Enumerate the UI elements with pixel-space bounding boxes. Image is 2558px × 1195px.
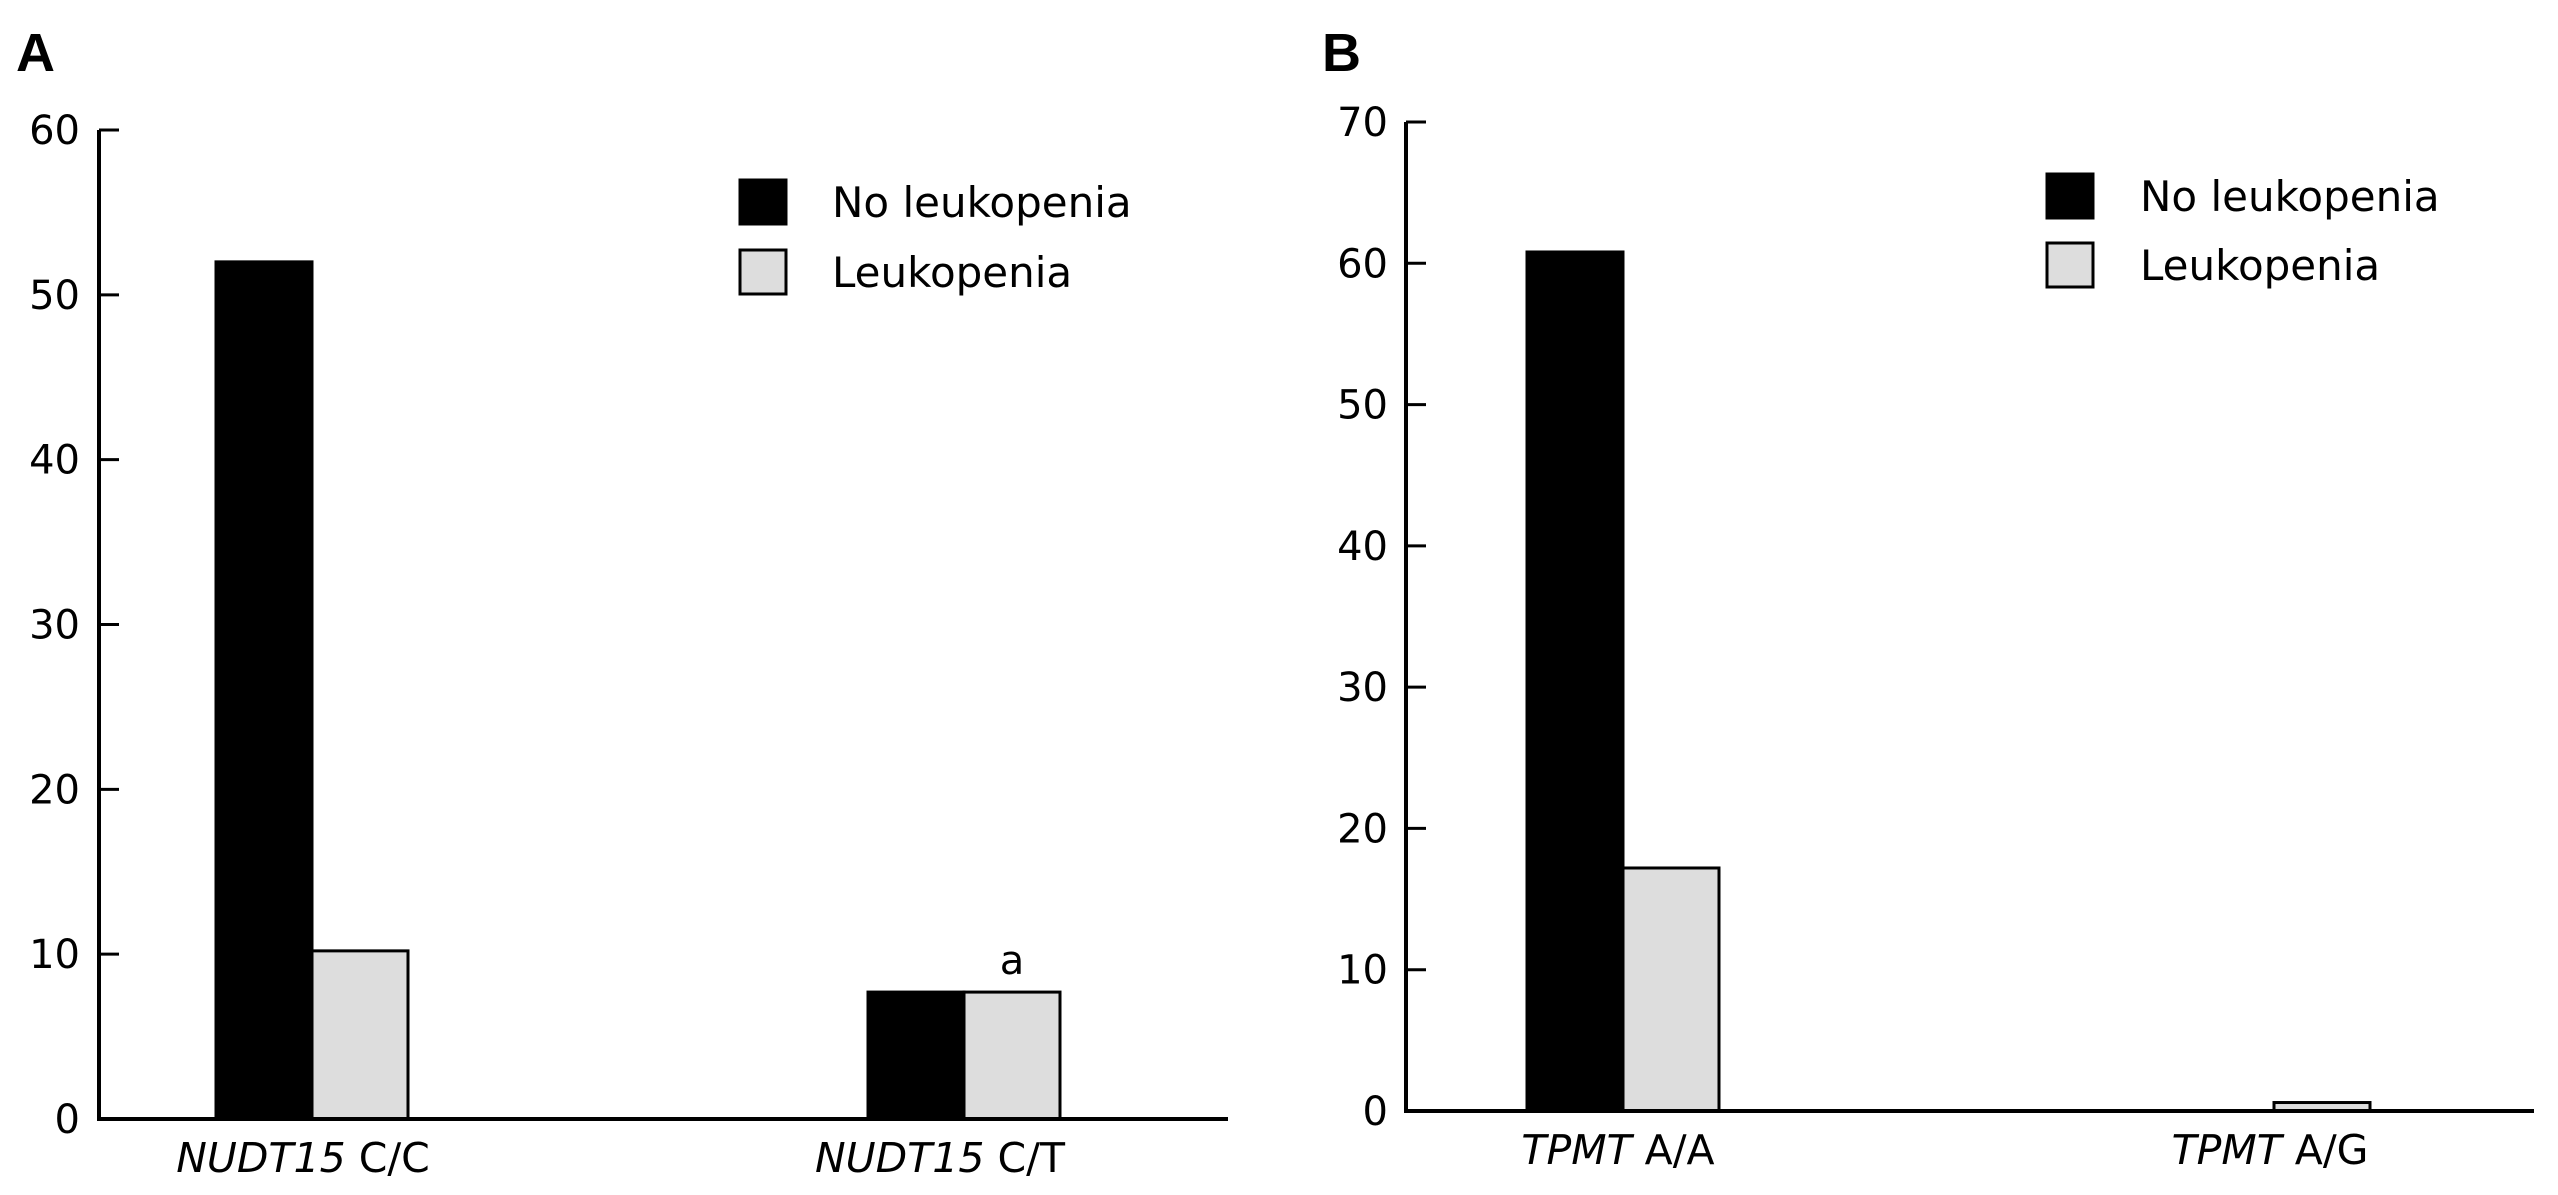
panel-b-ytick-label-70: 70	[1337, 100, 1388, 146]
panel-b-legend: No leukopenia Leukopenia	[2045, 172, 2440, 290]
panel-b-y-tick-labels: 0 10 20 30 40 50 60 70	[1337, 100, 1388, 1135]
panel-b-xtick-genotype-aa: A/A	[1632, 1126, 1715, 1174]
panel-b-x-tick-labels: TPMT A/A TPMT A/G	[1521, 1126, 2368, 1174]
panel-b-y-axis: 0 10 20 30 40 50 60 70	[1337, 100, 1426, 1135]
panel-b-ytick-label-50: 50	[1337, 383, 1388, 429]
panel-a-ytick-label-20: 20	[29, 767, 80, 813]
panel-a-legend-swatch-leukopenia	[738, 248, 788, 296]
panel-a-xtick-genotype-ct: C/T	[984, 1134, 1065, 1182]
panel-a-significance-annotation: a	[1000, 938, 1025, 984]
panel-a-legend: No leukopenia Leukopenia	[738, 178, 1132, 297]
panel-a-bar-cc-no-leukopenia	[214, 260, 314, 1121]
panel-b-bar-aa-no-leukopenia	[1525, 250, 1625, 1113]
panel-b-bars	[1525, 250, 2372, 1113]
panel-a-y-ticks	[99, 128, 119, 1121]
panel-a-y-tick-labels: 0 10 20 30 40 50 60	[29, 108, 80, 1143]
panel-b-ytick-label-40: 40	[1337, 524, 1388, 570]
panel-a-bar-ct-leukopenia	[962, 990, 1062, 1121]
panel-a-ytick-label-10: 10	[29, 932, 80, 978]
panel-b: B 0 10 20 30 40 50 60 70	[1322, 23, 2534, 1174]
panel-a-ytick-label-60: 60	[29, 108, 80, 154]
panel-a-legend-label-leukopenia: Leukopenia	[832, 248, 1072, 297]
panel-a-bar-cc-leukopenia	[310, 949, 410, 1121]
panel-a-bar-ct-no-leukopenia	[866, 990, 966, 1121]
panel-a-x-tick-labels: NUDT15 C/C NUDT15 C/T	[176, 1134, 1066, 1182]
panel-a-legend-swatch-no-leukopenia	[738, 178, 788, 226]
panel-b-bar-aa-leukopenia	[1621, 866, 1721, 1113]
panel-b-legend-swatch-no-leukopenia	[2045, 172, 2095, 220]
panel-a-xtick-genotype-cc: C/C	[346, 1134, 430, 1182]
panel-a-label: A	[16, 23, 55, 83]
panel-b-xtick-gene-aa: TPMT	[1521, 1126, 1634, 1174]
panel-b-ytick-label-10: 10	[1337, 948, 1388, 994]
panel-b-label: B	[1322, 23, 1361, 83]
panel-a-bars	[214, 260, 1062, 1121]
panel-b-ytick-label-60: 60	[1337, 241, 1388, 287]
panel-b-ytick-label-30: 30	[1337, 665, 1388, 711]
panel-a: A 0 10 20 30 40 50 60	[16, 23, 1228, 1182]
panel-b-legend-label-no-leukopenia: No leukopenia	[2140, 172, 2440, 221]
panel-b-legend-label-leukopenia: Leukopenia	[2140, 241, 2380, 290]
panel-a-legend-label-no-leukopenia: No leukopenia	[832, 178, 1132, 227]
panel-b-xtick-label-aa: TPMT A/A	[1521, 1126, 1714, 1174]
panel-a-ytick-label-40: 40	[29, 438, 80, 484]
panel-b-y-ticks	[1406, 120, 1426, 1113]
panel-a-ytick-label-0: 0	[55, 1097, 80, 1143]
panel-b-ytick-label-20: 20	[1337, 806, 1388, 852]
panel-b-ytick-label-0: 0	[1363, 1089, 1388, 1135]
panel-a-xtick-gene-cc: NUDT15	[176, 1134, 345, 1182]
panel-b-legend-swatch-leukopenia	[2045, 241, 2095, 289]
panel-a-ytick-label-30: 30	[29, 603, 80, 649]
panel-a-xtick-label-ct: NUDT15 C/T	[815, 1134, 1066, 1182]
panel-b-xtick-gene-ag: TPMT	[2172, 1126, 2285, 1174]
panel-a-xtick-gene-ct: NUDT15	[815, 1134, 984, 1182]
panel-b-xtick-label-ag: TPMT A/G	[2172, 1126, 2369, 1174]
panel-a-ytick-label-50: 50	[29, 273, 80, 319]
panel-a-xtick-label-cc: NUDT15 C/C	[176, 1134, 430, 1182]
panel-a-y-axis: 0 10 20 30 40 50 60	[29, 108, 119, 1143]
panel-b-xtick-genotype-ag: A/G	[2282, 1126, 2369, 1174]
